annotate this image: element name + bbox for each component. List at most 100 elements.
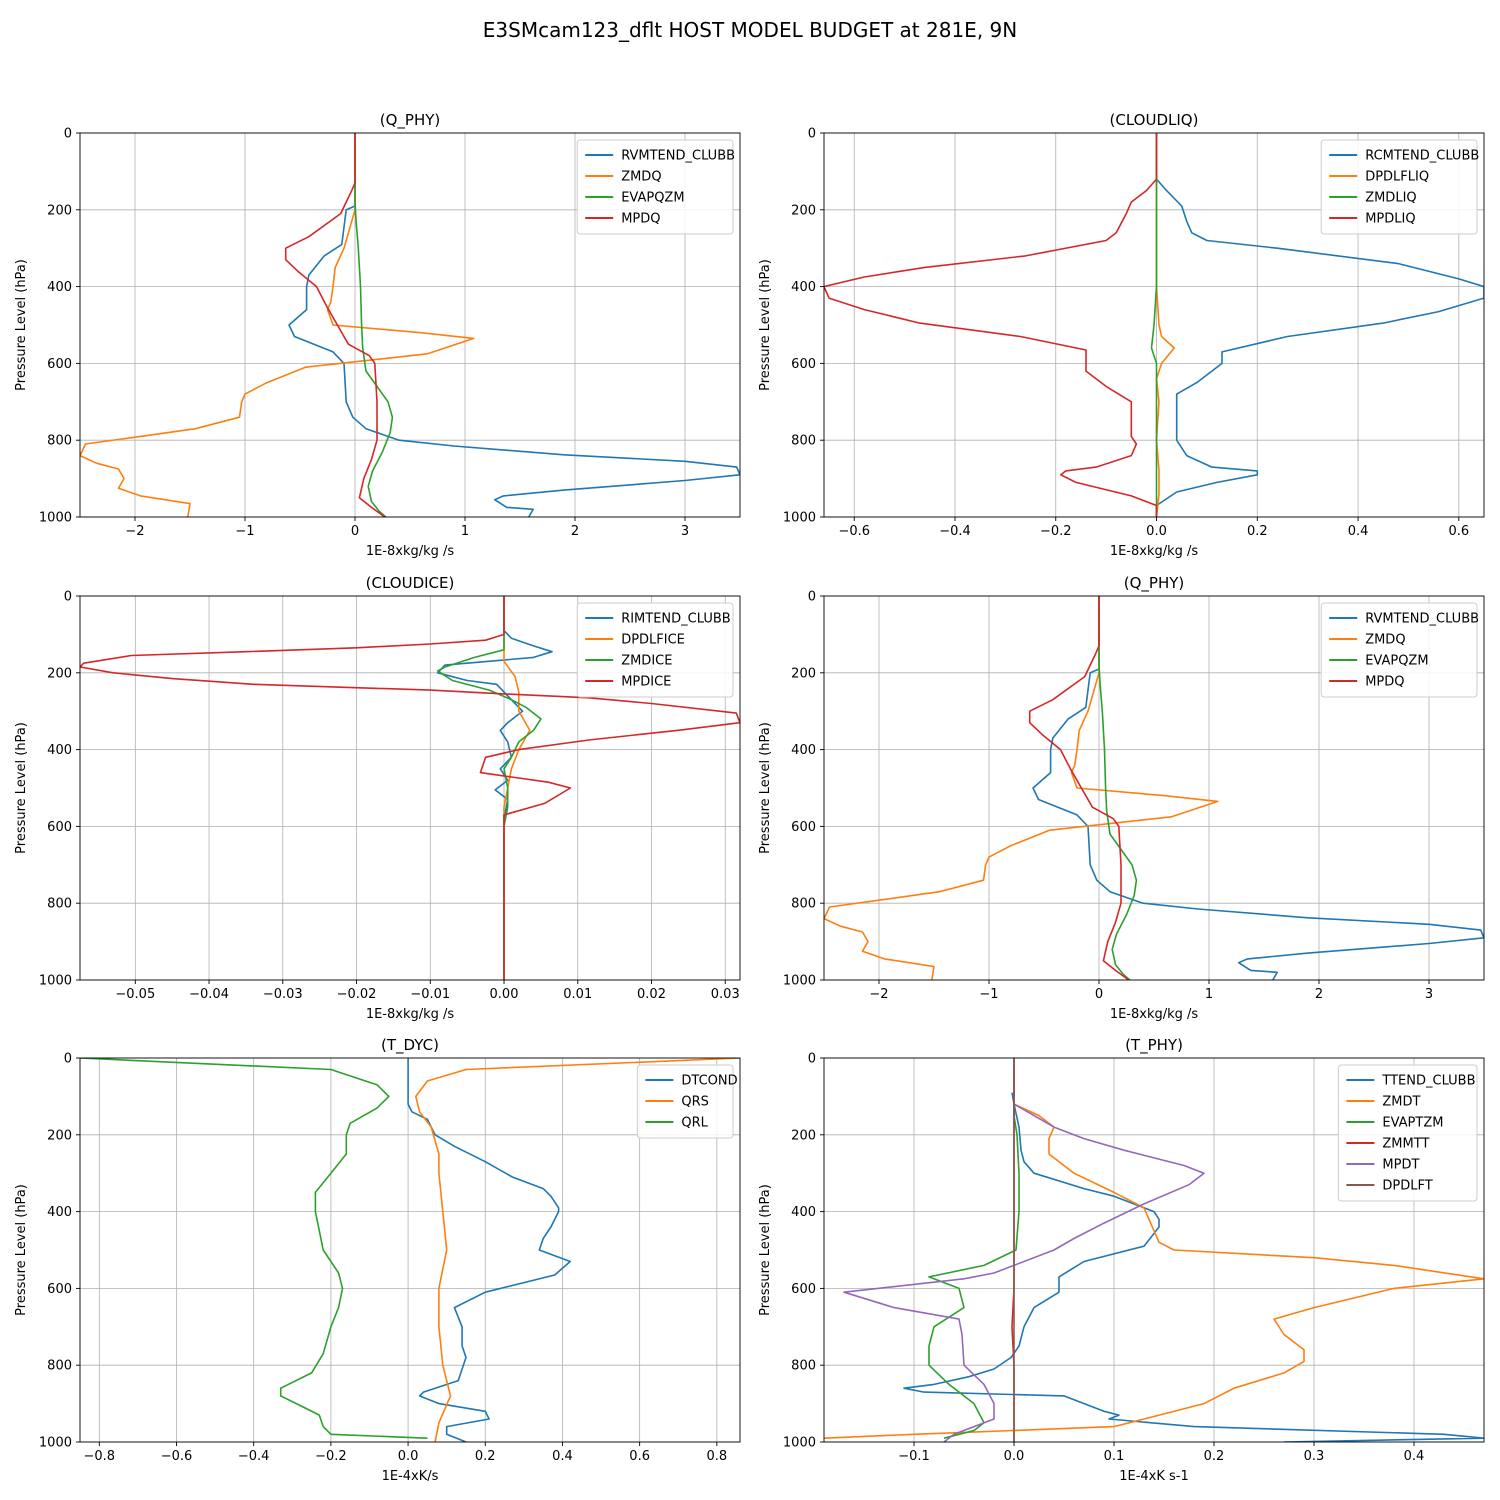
y-tick-label: 800 — [791, 434, 816, 449]
x-tick-label: 2 — [1315, 987, 1323, 1002]
legend: TTEND_CLUBB ZMDT EVAPTZM ZMMTT MPDT DPDLFT — [1337, 1064, 1478, 1202]
series-line-zmdliq — [1150, 133, 1158, 517]
x-tick-label: −0.1 — [898, 1449, 930, 1464]
y-axis-label: Pressure Level (hPa) — [758, 722, 773, 854]
y-tick-label: 1000 — [39, 1436, 72, 1451]
legend-entry: DPDLFT — [1382, 1179, 1432, 1194]
y-tick-label: 800 — [791, 897, 816, 912]
y-tick-label: 0 — [808, 127, 816, 142]
y-tick-label: 0 — [64, 1052, 72, 1067]
y-tick-label: 600 — [791, 357, 816, 372]
x-tick-label: 1 — [461, 524, 469, 539]
panel-title: (Q_PHY) — [380, 111, 441, 130]
panel-title: (T_PHY) — [1125, 1036, 1183, 1055]
panel-3: −0.05 −0.04 −0.03 −0.02 −0.01 0.00 0.01 0.02 0.0… — [14, 574, 741, 1022]
x-tick-label: −2 — [125, 524, 144, 539]
series-line-evapqzm — [354, 133, 394, 517]
legend-entry: MPDICE — [621, 675, 671, 690]
series-line-dtcond — [407, 1058, 571, 1442]
x-tick-label: 0.4 — [552, 1449, 573, 1464]
y-tick-label: 200 — [47, 666, 72, 681]
legend-entry: QRS — [681, 1095, 709, 1110]
x-tick-label: −0.4 — [238, 1449, 270, 1464]
y-tick-label: 200 — [791, 666, 816, 681]
legend: RVMTEND_CLUBB ZMDQ EVAPQZM MPDQ — [1320, 602, 1479, 698]
y-tick-label: 400 — [791, 1205, 816, 1220]
x-tick-label: −1 — [979, 987, 998, 1002]
series-line-rimtend-clubb — [436, 596, 553, 980]
legend-entry: ZMDT — [1382, 1095, 1420, 1110]
x-axis-label: 1E-8xkg/kg /s — [366, 1007, 455, 1022]
x-tick-label: 0.0 — [1004, 1449, 1025, 1464]
figure-title: E3SMcam123_dflt HOST MODEL BUDGET at 281… — [483, 18, 1017, 42]
x-tick-label: 0.2 — [475, 1449, 496, 1464]
axes-frame — [823, 1057, 1485, 1443]
y-tick-label: 600 — [47, 1282, 72, 1297]
legend-entry: RCMTEND_CLUBB — [1365, 149, 1479, 164]
x-tick-label: 0.00 — [490, 987, 519, 1002]
axes-frame — [79, 1057, 741, 1443]
x-tick-label: 0.01 — [563, 987, 592, 1002]
x-axis-label: 1E-4xK/s — [382, 1469, 439, 1484]
y-tick-label: 0 — [808, 1052, 816, 1067]
y-tick-label: 400 — [47, 743, 72, 758]
legend-entry: ZMMTT — [1382, 1137, 1429, 1152]
legend: RCMTEND_CLUBB DPDLFLIQ ZMDLIQ MPDLIQ — [1320, 139, 1479, 235]
y-axis-label: Pressure Level (hPa) — [14, 1184, 29, 1316]
y-axis-label: Pressure Level (hPa) — [758, 1184, 773, 1316]
y-tick-label: 200 — [791, 1128, 816, 1143]
x-tick-label: −0.01 — [410, 987, 450, 1002]
series-line-mpdliq — [824, 133, 1158, 517]
x-tick-label: 3 — [681, 524, 689, 539]
axes-frame — [823, 132, 1485, 518]
y-axis-label: Pressure Level (hPa) — [14, 259, 29, 391]
legend-entry: MPDLIQ — [1365, 212, 1415, 227]
series-line-mpdt — [843, 1058, 1205, 1442]
axes-frame — [79, 132, 741, 518]
legend-entry: DTCOND — [681, 1074, 737, 1089]
x-tick-label: 2 — [571, 524, 579, 539]
legend: RVMTEND_CLUBB ZMDQ EVAPQZM MPDQ — [576, 139, 735, 235]
x-tick-label: 0 — [351, 524, 359, 539]
y-tick-label: 1000 — [39, 511, 72, 526]
y-tick-label: 600 — [791, 820, 816, 835]
legend-entry: RVMTEND_CLUBB — [621, 149, 735, 164]
legend-entry: MPDQ — [621, 212, 660, 227]
legend-entry: TTEND_CLUBB — [1381, 1074, 1475, 1089]
series-line-dpdlfice — [503, 596, 531, 980]
legend: RIMTEND_CLUBB DPDLFICE ZMDICE MPDICE — [576, 602, 734, 698]
panel-6: −0.1 0.0 0.1 0.2 0.3 0.4 0 200 400 600 800 1000 (T_P… — [758, 1036, 1485, 1484]
y-tick-label: 400 — [791, 280, 816, 295]
series-line-evapqzm — [1098, 596, 1138, 980]
axes-frame — [79, 595, 741, 981]
series-line-qrl — [80, 1058, 428, 1439]
x-tick-label: −0.03 — [263, 987, 303, 1002]
x-tick-label: 0.6 — [1448, 524, 1469, 539]
legend-entry: ZMDQ — [1365, 633, 1405, 648]
panel-title: (CLOUDICE) — [366, 574, 455, 592]
x-tick-label: −0.04 — [189, 987, 229, 1002]
y-tick-label: 1000 — [783, 511, 816, 526]
y-tick-label: 200 — [47, 1128, 72, 1143]
x-tick-label: −1 — [235, 524, 254, 539]
series-line-rvmtend-clubb — [288, 133, 740, 517]
x-tick-label: 3 — [1425, 987, 1433, 1002]
y-tick-label: 1000 — [39, 974, 72, 989]
y-tick-label: 600 — [47, 357, 72, 372]
y-tick-label: 800 — [791, 1359, 816, 1374]
panel-title: (CLOUDLIQ) — [1110, 111, 1199, 129]
y-tick-label: 600 — [47, 820, 72, 835]
series-line-dpdlfliq — [1155, 133, 1175, 517]
legend-entry: DPDLFICE — [621, 633, 685, 648]
y-tick-label: 1000 — [783, 1436, 816, 1451]
x-tick-label: 0.4 — [1404, 1449, 1425, 1464]
panel-title: (Q_PHY) — [1124, 574, 1185, 593]
y-tick-label: 200 — [47, 203, 72, 218]
y-axis-label: Pressure Level (hPa) — [758, 259, 773, 391]
panel-2: −0.6 −0.4 −0.2 0.0 0.2 0.4 0.6 0 200 400 600 800 100… — [758, 111, 1485, 559]
axes-frame — [823, 595, 1485, 981]
x-tick-label: 0 — [1095, 987, 1103, 1002]
panel-title: (T_DYC) — [381, 1036, 439, 1055]
y-tick-label: 200 — [791, 203, 816, 218]
